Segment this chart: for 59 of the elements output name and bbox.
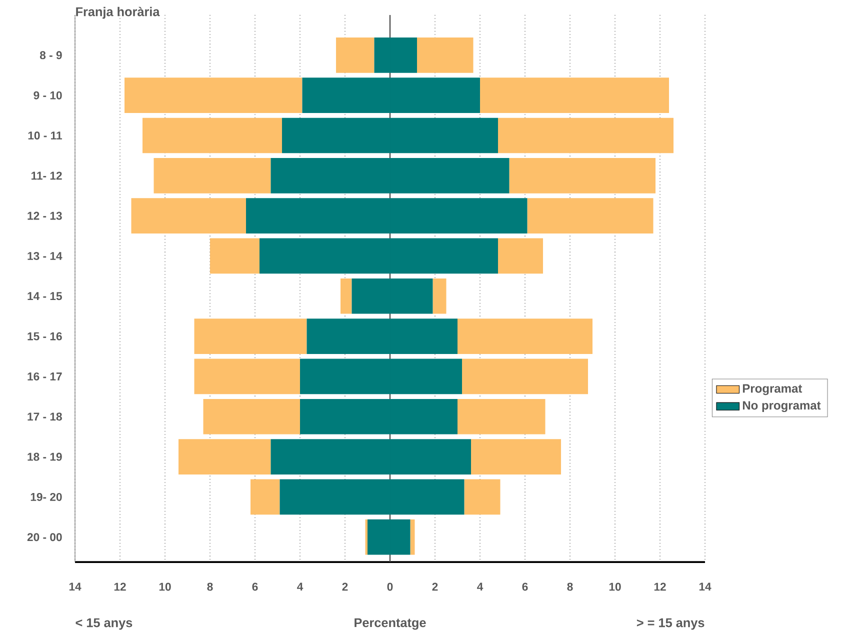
bar <box>142 118 282 154</box>
text: > = 15 anys <box>636 618 704 630</box>
x-tick-label: 8 <box>207 582 213 591</box>
y-tick-label: 19- 20 <box>30 492 62 501</box>
bar <box>462 358 588 394</box>
y-tick-label: 15 - 16 <box>28 332 62 340</box>
legend-label: No programat <box>742 401 821 412</box>
x-tick-label: 6 <box>522 582 528 591</box>
bar <box>194 318 307 354</box>
bar <box>210 238 260 274</box>
y-tick-label: 17 - 18 <box>28 412 62 421</box>
bar <box>194 358 300 394</box>
x-tick-label: 10 <box>159 582 171 591</box>
y-tick-label: 9 - 10 <box>34 91 62 100</box>
bar <box>178 439 271 474</box>
bar <box>498 238 544 274</box>
bar <box>131 198 246 234</box>
bar <box>154 158 271 194</box>
text: < 15 anys <box>76 618 132 630</box>
x-tick-label: 4 <box>477 582 484 591</box>
x-tick-label: 8 <box>567 582 573 591</box>
y-axis-title: Franja horària <box>76 6 160 19</box>
bar <box>432 278 446 314</box>
x-tick-label: 4 <box>297 582 304 591</box>
bar <box>527 198 654 234</box>
bar <box>417 37 474 73</box>
x-axis-title: Percentatge <box>354 618 426 630</box>
y-tick-label: 14 - 15 <box>28 292 62 300</box>
x-tick-label: 12 <box>654 582 666 591</box>
x-tick-label: 6 <box>252 582 258 591</box>
bar <box>340 278 352 314</box>
x-tick-label: 2 <box>342 582 348 591</box>
x-tick-label: 2 <box>432 582 438 591</box>
x-tick-label: 0 <box>387 582 393 591</box>
bar <box>458 398 546 434</box>
bar <box>464 479 500 515</box>
y-tick-label: 10 - 11 <box>28 131 62 140</box>
bar <box>124 78 302 113</box>
y-tick-label: 13 - 14 <box>28 252 62 260</box>
y-tick-label: 20 - 00 <box>27 533 62 542</box>
bar <box>480 78 670 113</box>
x-tick-label: 14 <box>69 582 82 591</box>
bar <box>509 158 656 194</box>
bar <box>250 479 280 515</box>
bar <box>203 398 300 434</box>
x-tick-label: 14 <box>699 582 712 591</box>
bar <box>410 519 415 555</box>
y-tick-label: 11- 12 <box>31 172 62 180</box>
y-tick-label: 8 - 9 <box>40 51 62 60</box>
bar <box>336 37 374 73</box>
bar <box>498 118 674 154</box>
legend-label: Programat <box>742 384 802 396</box>
bar <box>471 439 562 474</box>
y-tick-label: 12 - 13 <box>28 212 62 220</box>
bar <box>458 318 593 354</box>
x-tick-label: 10 <box>609 582 621 591</box>
y-tick-label: 16 - 17 <box>28 372 62 380</box>
x-tick-label: 12 <box>114 582 126 591</box>
y-tick-label: 18 - 19 <box>28 452 62 461</box>
